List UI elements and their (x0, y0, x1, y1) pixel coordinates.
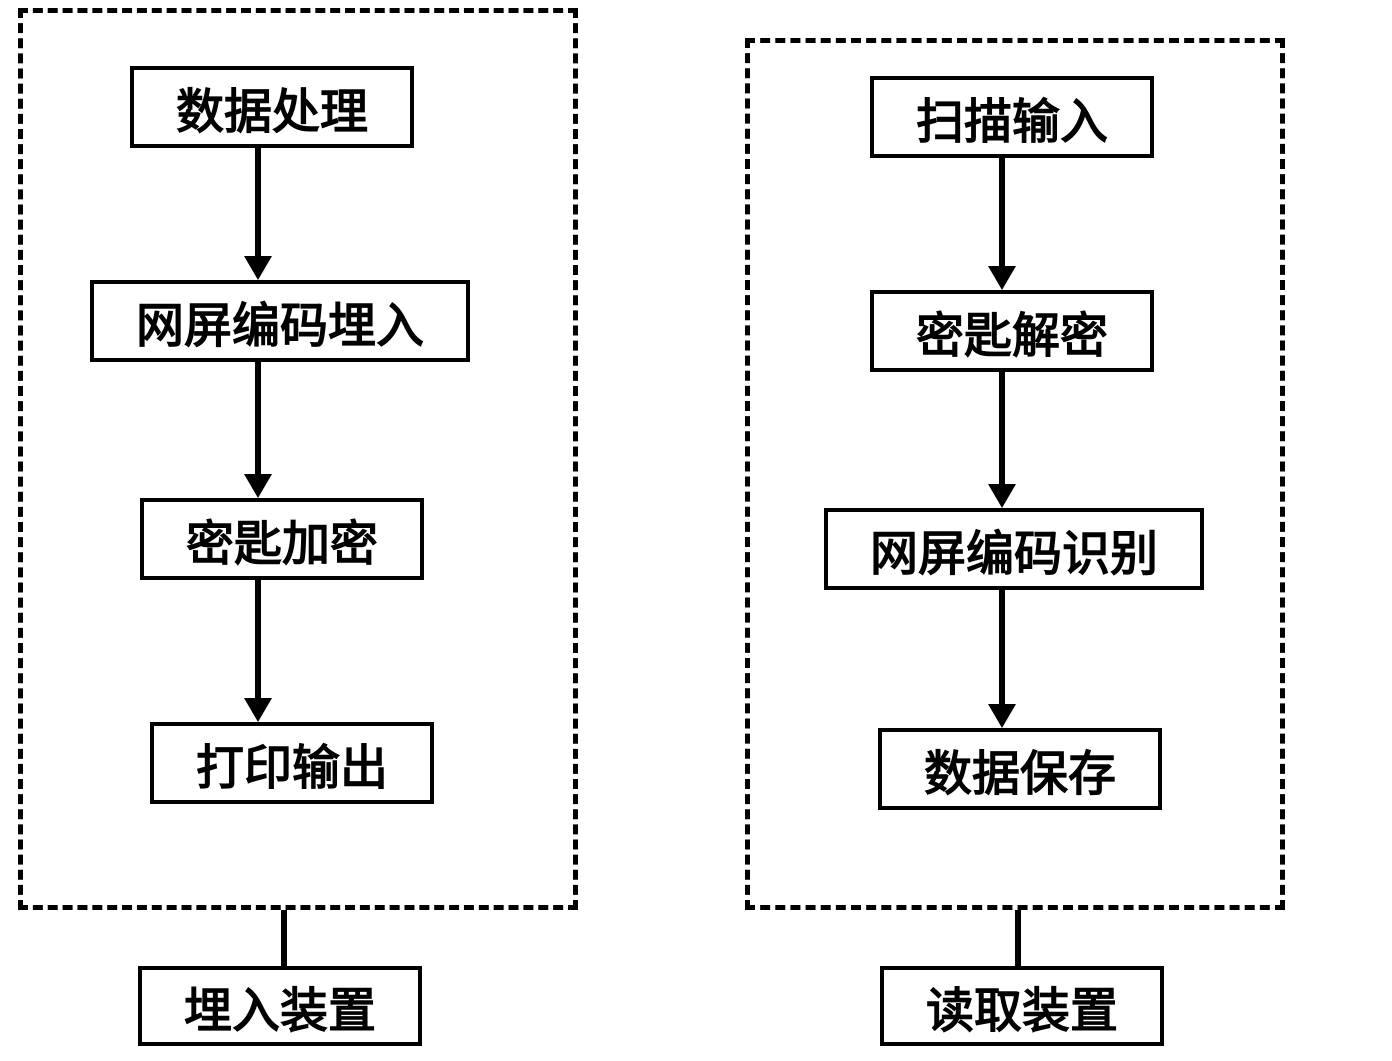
label-key-encryption: 密匙加密 (186, 504, 378, 574)
label-scan-input: 扫描输入 (916, 82, 1108, 152)
label-print-output: 打印输出 (196, 728, 388, 798)
box-scan-input: 扫描输入 (870, 76, 1154, 158)
label-screen-encoding-embed: 网屏编码埋入 (136, 286, 424, 356)
label-embedding-device: 埋入装置 (184, 971, 376, 1041)
label-data-processing: 数据处理 (176, 72, 368, 142)
box-embedding-device: 埋入装置 (138, 966, 422, 1046)
box-data-processing: 数据处理 (130, 66, 414, 148)
label-screen-encoding-recognition: 网屏编码识别 (870, 514, 1158, 584)
box-reading-device: 读取装置 (880, 966, 1164, 1046)
connector-right (1015, 910, 1021, 966)
box-data-save: 数据保存 (878, 728, 1162, 810)
box-screen-encoding-recognition: 网屏编码识别 (824, 508, 1204, 590)
box-key-encryption: 密匙加密 (140, 498, 424, 580)
connector-left (281, 910, 287, 966)
flowchart-container: 数据处理 网屏编码埋入 密匙加密 打印输出 埋入装置 扫描输入 密匙解密 网屏编… (0, 0, 1392, 1061)
label-reading-device: 读取装置 (926, 971, 1118, 1041)
box-key-decryption: 密匙解密 (870, 290, 1154, 372)
box-print-output: 打印输出 (150, 722, 434, 804)
box-screen-encoding-embed: 网屏编码埋入 (90, 280, 470, 362)
label-key-decryption: 密匙解密 (916, 296, 1108, 366)
label-data-save: 数据保存 (924, 734, 1116, 804)
